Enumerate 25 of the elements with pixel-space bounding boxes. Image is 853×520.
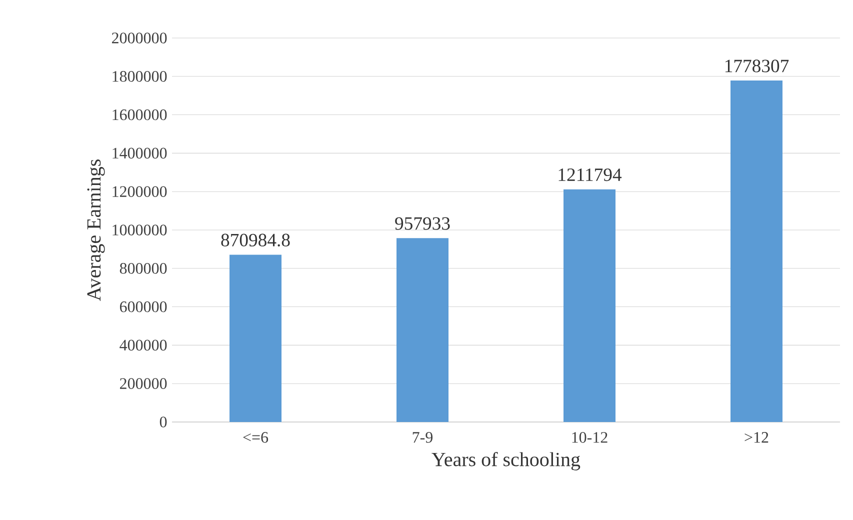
y-tick-label: 200000 [120, 378, 167, 389]
y-tick-label: 800000 [120, 262, 167, 274]
x-tick-label: 7-9 [412, 432, 433, 443]
y-tick-label: 1800000 [112, 70, 167, 82]
data-label: 870984.8 [221, 234, 290, 246]
y-tick-label: 400000 [120, 340, 167, 351]
x-tick-label: >12 [744, 432, 768, 443]
bar [564, 189, 616, 422]
x-axis-title: Years of schooling [432, 452, 580, 470]
y-tick-label: 1400000 [112, 148, 167, 159]
bar [230, 254, 282, 422]
y-tick-label: 600000 [120, 301, 167, 312]
x-tick-label: <=6 [243, 432, 268, 443]
x-tick-label: 10-12 [572, 432, 608, 443]
y-tick-label: 0 [160, 416, 167, 428]
y-tick-label: 1200000 [112, 186, 167, 197]
bar [730, 80, 782, 422]
y-tick-label: 1600000 [112, 109, 167, 120]
data-label: 1211794 [558, 168, 622, 182]
bar [396, 238, 449, 422]
y-tick-label: 1000000 [112, 224, 167, 236]
data-label: 1778307 [725, 60, 789, 72]
y-tick-label: 2000000 [112, 32, 167, 44]
y-axis-title: Average Earnings [87, 160, 105, 301]
data-label: 957933 [395, 217, 450, 230]
